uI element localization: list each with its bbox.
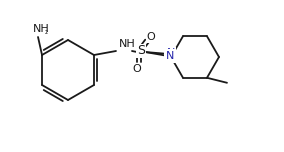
Text: ₂: ₂ — [45, 27, 48, 36]
Text: NH: NH — [33, 24, 50, 34]
Text: NH: NH — [119, 39, 136, 49]
Text: N: N — [166, 51, 174, 61]
Text: S: S — [137, 45, 145, 57]
Text: O: O — [133, 64, 141, 74]
Text: N: N — [167, 48, 175, 58]
Text: O: O — [147, 32, 155, 42]
